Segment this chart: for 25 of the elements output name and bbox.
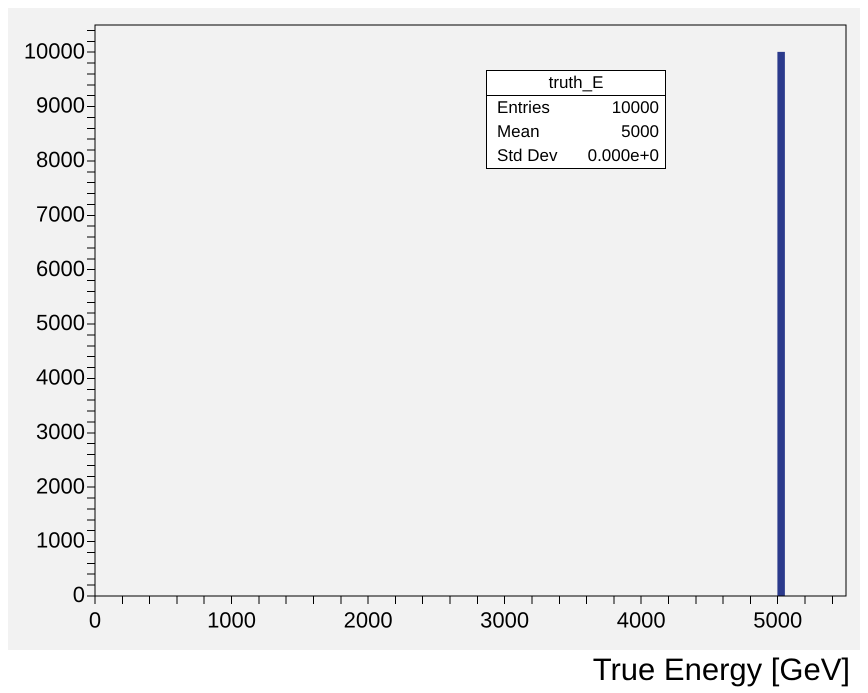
y-tick-label: 7000 — [36, 201, 85, 226]
annotation: Std Dev — [497, 145, 558, 167]
annotation: Entries — [497, 97, 550, 119]
annotation: 0.000e+0 — [588, 145, 659, 167]
x-tick-label: 3000 — [480, 607, 530, 632]
x-tick-label: 1000 — [207, 607, 256, 632]
y-tick-label: 0 — [72, 582, 85, 608]
y-tick-label: 9000 — [36, 92, 85, 118]
y-tick-label: 3000 — [36, 418, 85, 444]
y-tick-label: 5000 — [36, 310, 85, 336]
annotation: 5000 — [621, 121, 659, 143]
x-tick-label: 4000 — [616, 607, 666, 632]
annotation: 10000 — [612, 97, 659, 119]
annotation: truth_E — [487, 71, 665, 96]
y-tick-label: 2000 — [36, 473, 85, 498]
x-tick-label: 2000 — [344, 607, 393, 632]
x-tick-label: 5000 — [753, 607, 802, 632]
y-tick-label: 1000 — [36, 528, 85, 553]
x-axis-title: True Energy [GeV] — [592, 652, 850, 688]
annotation: Mean — [497, 121, 540, 143]
y-tick-label: 10000 — [24, 38, 85, 64]
y-tick-label: 4000 — [36, 364, 85, 390]
y-tick-label: 8000 — [36, 147, 85, 172]
x-tick-label: 0 — [88, 607, 102, 632]
y-tick-label: 6000 — [36, 256, 85, 281]
